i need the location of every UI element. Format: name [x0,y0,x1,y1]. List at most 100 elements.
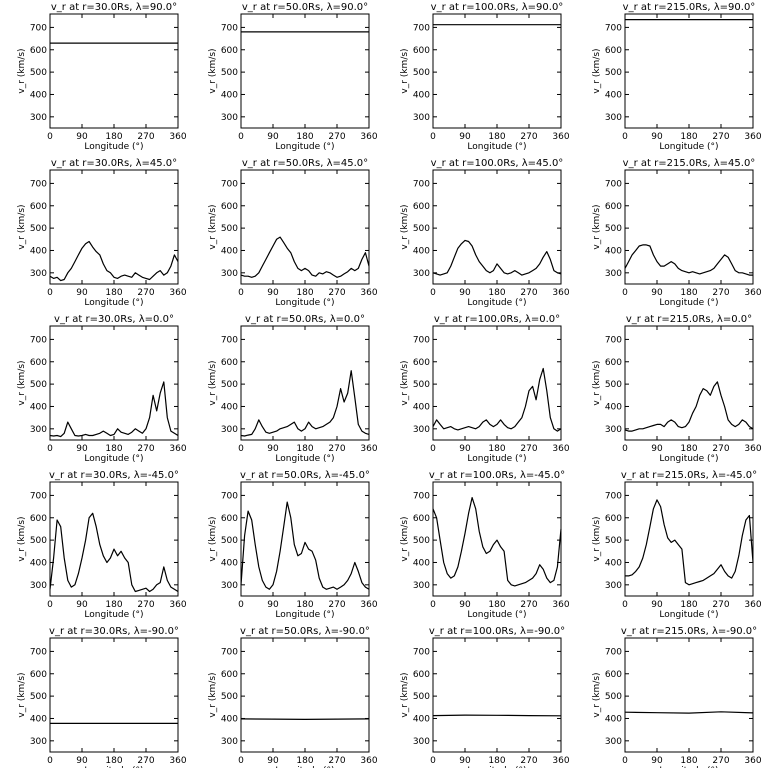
y-tick-label: 400 [221,402,238,412]
y-tick-label: 700 [605,179,622,189]
x-axis-label: Longitude (°) [659,298,718,308]
x-tick-label: 270 [520,444,537,454]
x-tick-label: 180 [105,444,122,454]
y-tick-label: 600 [413,358,430,368]
x-tick-label: 270 [328,756,345,766]
panel-title: v_r at r=100.0Rs, λ=-45.0° [429,470,565,481]
y-tick-label: 700 [605,335,622,345]
panel-r2-c1: v_r at r=50.0Rs, λ=0.0° 0 90 180 270 360 300 40… [208,314,378,464]
y-tick-label: 500 [605,536,622,546]
x-axis-label: Longitude (°) [659,142,718,152]
x-tick-label: 180 [296,132,313,142]
y-tick-label: 300 [221,737,238,747]
x-tick-label: 0 [47,288,53,298]
plot-frame [624,481,754,597]
series-line [432,367,562,432]
x-tick-label: 270 [137,600,154,610]
series-line [49,512,179,593]
y-tick-label: 300 [605,581,622,591]
y-tick-label: 300 [30,425,47,435]
y-tick-label: 600 [30,202,47,212]
x-tick-label: 90 [76,132,88,142]
x-tick-label: 270 [712,756,729,766]
y-tick-label: 400 [413,246,430,256]
x-tick-label: 360 [360,132,377,142]
x-axis-label: Longitude (°) [659,610,718,620]
panel-title: v_r at r=100.0Rs, λ=45.0° [431,158,564,169]
x-tick-label: 180 [296,288,313,298]
x-tick-label: 360 [552,444,569,454]
plot-frame [432,637,562,753]
y-tick-label: 400 [30,714,47,724]
x-tick-label: 360 [360,444,377,454]
x-tick-label: 180 [488,756,505,766]
y-tick-label: 300 [30,269,47,279]
x-axis-label: Longitude (°) [467,142,526,152]
y-tick-label: 300 [605,425,622,435]
y-tick-label: 500 [30,692,47,702]
x-tick-label: 180 [488,600,505,610]
y-tick-label: 600 [221,670,238,680]
y-tick-label: 700 [30,335,47,345]
panel-r3-c0: v_r at r=30.0Rs, λ=-45.0° 0 90 180 270 360 300… [17,470,187,620]
y-tick-label: 700 [30,491,47,501]
x-tick-label: 90 [76,756,88,766]
x-tick-label: 180 [680,600,697,610]
y-tick-label: 600 [30,46,47,56]
x-tick-label: 90 [651,288,663,298]
y-tick-label: 300 [30,581,47,591]
y-tick-label: 600 [221,358,238,368]
x-tick-label: 90 [267,756,279,766]
series-line [432,239,562,276]
y-axis-label: v_r (km/s) [208,360,218,405]
y-tick-label: 400 [605,402,622,412]
x-tick-label: 0 [47,756,53,766]
y-tick-label: 700 [413,491,430,501]
y-axis-label: v_r (km/s) [17,516,27,561]
x-tick-label: 270 [712,288,729,298]
plot-frame [49,13,179,129]
x-tick-label: 0 [238,444,244,454]
x-tick-label: 90 [76,600,88,610]
x-tick-label: 90 [267,444,279,454]
x-tick-label: 90 [459,132,471,142]
y-tick-label: 500 [30,224,47,234]
y-tick-label: 300 [413,425,430,435]
series-line [624,381,754,432]
y-tick-label: 500 [605,68,622,78]
y-tick-label: 400 [221,246,238,256]
y-axis-label: v_r (km/s) [400,48,410,93]
x-tick-label: 90 [459,600,471,610]
series-line [240,718,370,721]
x-tick-label: 90 [76,288,88,298]
plot-frame [624,13,754,129]
x-tick-label: 270 [328,444,345,454]
plot-frame [49,481,179,597]
panel-title: v_r at r=215.0Rs, λ=45.0° [623,158,756,169]
series-line [240,370,370,437]
y-tick-label: 500 [413,68,430,78]
x-tick-label: 90 [651,756,663,766]
x-tick-label: 180 [296,444,313,454]
y-axis-label: v_r (km/s) [400,204,410,249]
x-tick-label: 90 [76,444,88,454]
x-tick-label: 360 [360,288,377,298]
plot-frame [49,325,179,441]
panel-r2-c3: v_r at r=215.0Rs, λ=0.0° 0 90 180 270 360 300 4… [592,314,762,464]
x-tick-label: 0 [238,132,244,142]
panel-title: v_r at r=30.0Rs, λ=0.0° [54,314,174,325]
y-tick-label: 500 [413,536,430,546]
x-tick-label: 360 [169,756,186,766]
y-axis-label: v_r (km/s) [400,360,410,405]
x-axis-label: Longitude (°) [275,454,334,464]
x-axis-label: Longitude (°) [467,454,526,464]
panel-title: v_r at r=215.0Rs, λ=-90.0° [621,626,757,637]
panel-r2-c0: v_r at r=30.0Rs, λ=0.0° 0 90 180 270 360 300 40… [17,314,187,464]
x-axis-label: Longitude (°) [275,610,334,620]
y-tick-label: 400 [30,90,47,100]
x-tick-label: 360 [169,600,186,610]
y-axis-label: v_r (km/s) [592,360,602,405]
x-tick-label: 90 [267,600,279,610]
y-axis-label: v_r (km/s) [592,48,602,93]
